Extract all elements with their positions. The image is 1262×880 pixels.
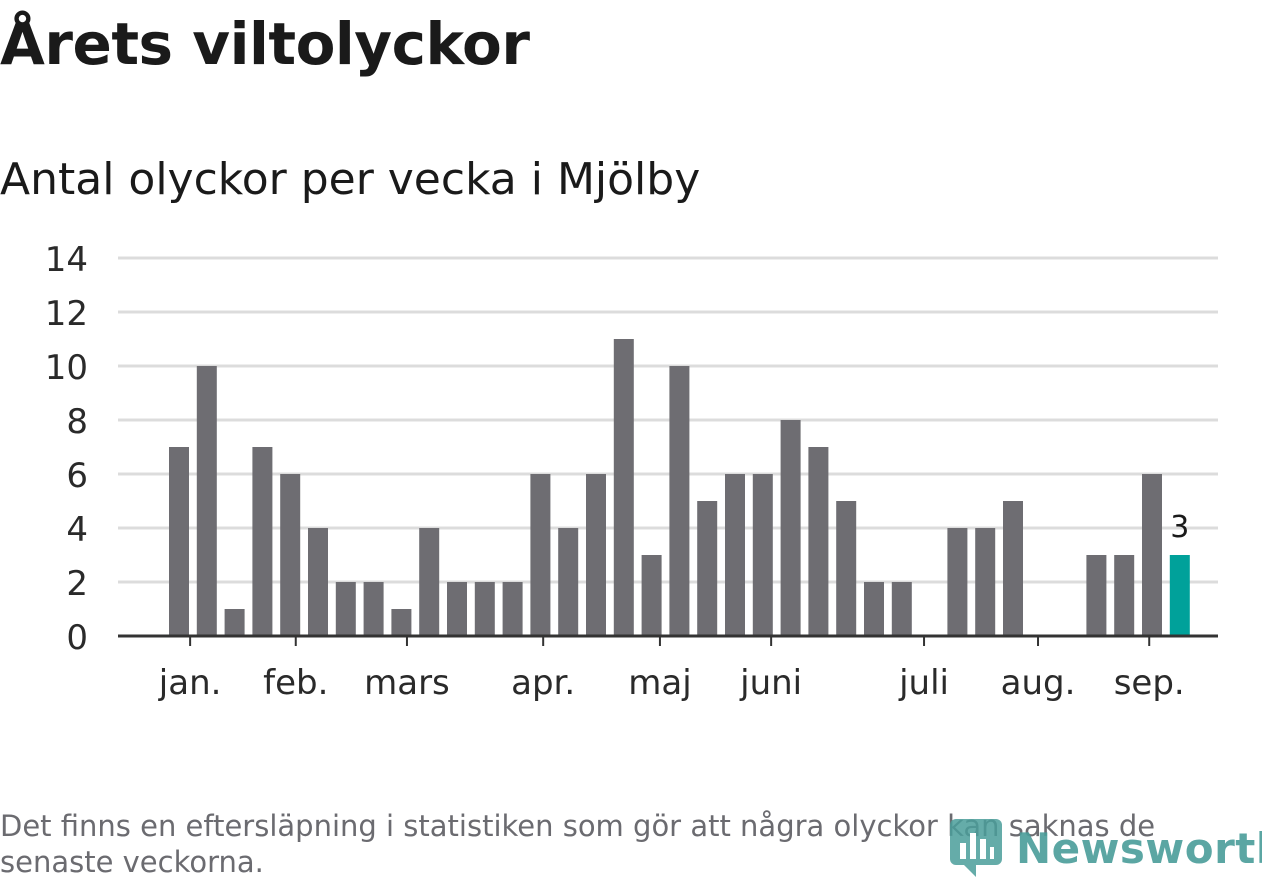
bar xyxy=(1114,555,1135,636)
bar xyxy=(1003,501,1023,636)
x-tick-label: apr. xyxy=(511,663,575,703)
x-tick-label: maj xyxy=(628,663,691,703)
y-tick-label: 4 xyxy=(66,510,88,550)
y-axis-ticks: 0 2 4 6 8 10 12 14 xyxy=(45,240,88,658)
bar xyxy=(280,474,301,636)
brand-name: Newsworthy xyxy=(1016,823,1262,873)
x-tick-label: jan. xyxy=(158,663,222,703)
bar xyxy=(752,474,773,636)
bar xyxy=(335,582,356,636)
y-tick-label: 0 xyxy=(66,618,88,658)
bar xyxy=(725,474,745,636)
bar-chart: 0 2 4 6 8 10 12 14 jan. feb. mars apr. maj juni juli a… xyxy=(45,240,1218,703)
bar xyxy=(391,609,412,636)
bar xyxy=(613,339,634,636)
chart-title: Årets viltolyckor xyxy=(0,10,530,78)
x-tick-label: feb. xyxy=(263,663,328,703)
bar xyxy=(891,582,912,636)
highlight-bar xyxy=(1169,555,1190,636)
bar xyxy=(447,582,467,636)
bar xyxy=(1142,474,1162,636)
bar xyxy=(308,528,328,636)
chart-subtitle: Antal olyckor per vecka i Mjölby xyxy=(0,154,701,205)
bar xyxy=(196,366,217,636)
bars xyxy=(169,339,1190,636)
bar xyxy=(1086,555,1107,636)
bar xyxy=(780,420,801,636)
y-tick-label: 12 xyxy=(45,294,88,334)
bar xyxy=(474,582,495,636)
x-tick-label: mars xyxy=(364,663,450,703)
x-axis: jan. feb. mars apr. maj juni juli aug. sep. xyxy=(118,634,1218,703)
bar xyxy=(947,528,968,636)
x-tick-label: juni xyxy=(739,663,802,703)
bar xyxy=(419,528,440,636)
bar xyxy=(669,366,690,636)
gridlines xyxy=(118,256,1218,584)
bar xyxy=(864,582,884,636)
bar xyxy=(224,609,245,636)
y-tick-label: 2 xyxy=(66,564,88,604)
y-tick-label: 8 xyxy=(66,402,88,442)
bar xyxy=(558,528,579,636)
x-tick-label: juli xyxy=(898,663,949,703)
y-tick-label: 6 xyxy=(66,456,88,496)
bar xyxy=(169,447,189,636)
bar xyxy=(252,447,273,636)
bar xyxy=(697,501,718,636)
bar xyxy=(502,582,523,636)
bar xyxy=(975,528,996,636)
y-tick-label: 14 xyxy=(45,240,88,280)
y-tick-label: 10 xyxy=(45,348,88,388)
brand-logo: Newsworthy xyxy=(950,818,1262,878)
bar xyxy=(836,501,857,636)
bar xyxy=(530,474,551,636)
x-tick-label: sep. xyxy=(1114,663,1185,703)
highlight-value-label: 3 xyxy=(1170,510,1189,545)
x-tick-label: aug. xyxy=(1001,663,1076,703)
newsworthy-logo-icon xyxy=(950,819,1002,877)
bar xyxy=(363,582,384,636)
data-labels: 3 xyxy=(1170,510,1189,545)
bar xyxy=(641,555,662,636)
bar xyxy=(586,474,606,636)
bar xyxy=(808,447,829,636)
